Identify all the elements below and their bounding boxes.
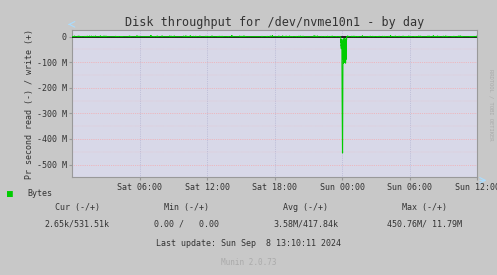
Text: 450.76M/ 11.79M: 450.76M/ 11.79M [388, 220, 462, 229]
Y-axis label: Pr second read (-) / write (+): Pr second read (-) / write (+) [25, 29, 34, 179]
Text: Munin 2.0.73: Munin 2.0.73 [221, 258, 276, 267]
Text: Avg (-/+): Avg (-/+) [283, 203, 328, 212]
Text: RRDTOOL / TOBI OETIKER: RRDTOOL / TOBI OETIKER [488, 69, 493, 140]
Text: Max (-/+): Max (-/+) [403, 203, 447, 212]
Text: 3.58M/417.84k: 3.58M/417.84k [273, 220, 338, 229]
Text: Min (-/+): Min (-/+) [164, 203, 209, 212]
Text: ■: ■ [7, 189, 13, 199]
Text: Last update: Sun Sep  8 13:10:11 2024: Last update: Sun Sep 8 13:10:11 2024 [156, 239, 341, 248]
Title: Disk throughput for /dev/nvme10n1 - by day: Disk throughput for /dev/nvme10n1 - by d… [125, 16, 424, 29]
Text: 0.00 /   0.00: 0.00 / 0.00 [154, 220, 219, 229]
Text: Bytes: Bytes [27, 189, 52, 198]
Text: Cur (-/+): Cur (-/+) [55, 203, 99, 212]
Text: 2.65k/531.51k: 2.65k/531.51k [45, 220, 109, 229]
